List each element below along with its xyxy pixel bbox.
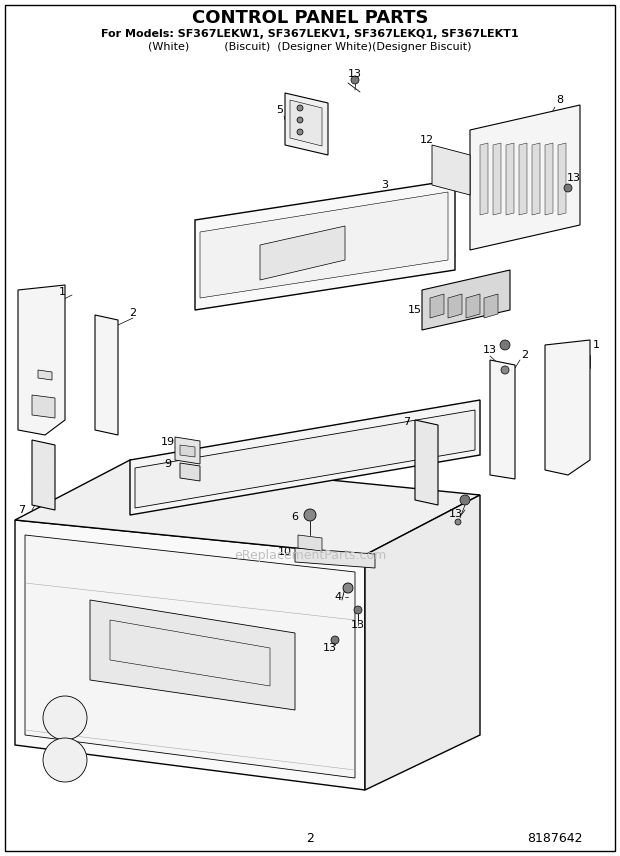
Circle shape [455, 519, 461, 525]
Polygon shape [175, 437, 200, 464]
Circle shape [500, 340, 510, 350]
Polygon shape [285, 93, 328, 155]
Polygon shape [493, 143, 501, 215]
Text: 3: 3 [381, 180, 389, 190]
Polygon shape [18, 285, 65, 435]
Circle shape [354, 606, 362, 614]
Polygon shape [32, 395, 55, 418]
Polygon shape [532, 143, 540, 215]
Polygon shape [558, 143, 566, 215]
Circle shape [304, 509, 316, 521]
Text: eReplacementParts.com: eReplacementParts.com [234, 549, 386, 562]
Polygon shape [545, 340, 590, 475]
Text: 1: 1 [58, 287, 66, 297]
Text: 15: 15 [408, 305, 422, 315]
Polygon shape [545, 143, 553, 215]
Polygon shape [470, 105, 580, 250]
Polygon shape [135, 410, 475, 508]
Text: 4: 4 [334, 592, 342, 602]
Polygon shape [260, 226, 345, 280]
Text: 13: 13 [348, 69, 362, 79]
Text: 8187642: 8187642 [527, 831, 583, 845]
Circle shape [43, 738, 87, 782]
Circle shape [343, 583, 353, 593]
Polygon shape [480, 143, 488, 215]
Text: 10: 10 [278, 547, 292, 557]
Polygon shape [15, 460, 480, 555]
Polygon shape [290, 100, 322, 146]
Text: 9: 9 [164, 459, 172, 469]
Polygon shape [90, 600, 295, 710]
Polygon shape [519, 143, 527, 215]
Polygon shape [422, 270, 510, 330]
Text: 8: 8 [556, 95, 564, 105]
Polygon shape [506, 143, 514, 215]
Text: 5: 5 [277, 105, 283, 115]
Circle shape [331, 636, 339, 644]
Polygon shape [415, 420, 438, 505]
Circle shape [43, 696, 87, 740]
Text: For Models: SF367LEKW1, SF367LEKV1, SF367LEKQ1, SF367LEKT1: For Models: SF367LEKW1, SF367LEKV1, SF36… [101, 29, 519, 39]
Text: 7: 7 [19, 505, 25, 515]
Text: 13: 13 [483, 345, 497, 355]
Text: CONTROL PANEL PARTS: CONTROL PANEL PARTS [192, 9, 428, 27]
Polygon shape [430, 294, 444, 318]
Circle shape [564, 184, 572, 192]
Text: 13: 13 [323, 643, 337, 653]
Polygon shape [448, 294, 462, 318]
Polygon shape [25, 535, 355, 778]
Polygon shape [130, 400, 480, 515]
Text: 13: 13 [567, 173, 581, 183]
Polygon shape [466, 294, 480, 318]
Circle shape [297, 105, 303, 111]
Text: 1: 1 [593, 340, 600, 350]
Text: 13: 13 [351, 620, 365, 630]
Polygon shape [365, 495, 480, 790]
Circle shape [297, 129, 303, 135]
Polygon shape [484, 294, 498, 318]
Text: 7: 7 [404, 417, 410, 427]
Polygon shape [180, 463, 200, 481]
Text: 6: 6 [291, 512, 298, 522]
Text: 13: 13 [449, 509, 463, 519]
Polygon shape [490, 360, 515, 479]
Circle shape [460, 495, 470, 505]
Circle shape [297, 117, 303, 123]
Circle shape [351, 76, 359, 84]
Text: 19: 19 [161, 437, 175, 447]
Polygon shape [180, 445, 195, 457]
Polygon shape [195, 180, 455, 310]
Polygon shape [95, 315, 118, 435]
Text: 12: 12 [420, 135, 434, 145]
Polygon shape [295, 548, 375, 568]
Circle shape [501, 366, 509, 374]
Polygon shape [32, 440, 55, 510]
Text: 2: 2 [130, 308, 136, 318]
Polygon shape [432, 145, 470, 195]
Polygon shape [15, 520, 365, 790]
Polygon shape [38, 370, 52, 380]
Text: (White)          (Biscuit)  (Designer White)(Designer Biscuit): (White) (Biscuit) (Designer White)(Desig… [148, 42, 472, 52]
Text: 2: 2 [306, 831, 314, 845]
Polygon shape [200, 192, 448, 298]
Polygon shape [298, 535, 322, 551]
Text: 2: 2 [521, 350, 529, 360]
